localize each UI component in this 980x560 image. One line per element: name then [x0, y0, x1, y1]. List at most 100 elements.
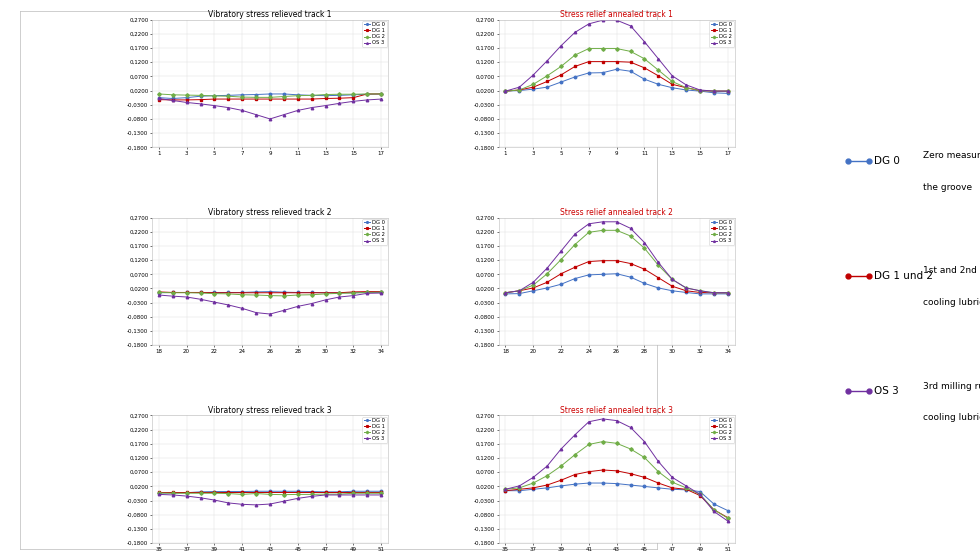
DG 1 [722, 290, 734, 296]
Line: OS 3: OS 3 [505, 418, 729, 522]
DG 2 [348, 290, 360, 296]
DG 1 [694, 87, 706, 94]
Line: OS 3: OS 3 [505, 19, 729, 92]
DG 0 [708, 291, 719, 297]
DG 1 [597, 466, 609, 473]
Legend: DG 0, DG 1, DG 2, OS 3: DG 0, DG 1, DG 2, OS 3 [710, 21, 734, 47]
DG 2 [611, 227, 622, 234]
DG 2 [292, 292, 304, 298]
DG 1 [195, 488, 207, 495]
DG 0 [639, 76, 651, 82]
DG 2 [195, 92, 207, 99]
DG 1 [569, 264, 581, 270]
Line: DG 0: DG 0 [505, 482, 729, 512]
DG 0 [167, 489, 178, 496]
DG 2 [167, 490, 178, 497]
DG 1 [292, 290, 304, 296]
Title: Stress relief annealed track 1: Stress relief annealed track 1 [561, 10, 673, 19]
Line: DG 1: DG 1 [505, 259, 729, 294]
OS 3 [611, 218, 622, 225]
OS 3 [624, 225, 636, 232]
DG 0 [209, 92, 221, 99]
DG 1 [541, 78, 553, 85]
OS 3 [180, 293, 192, 300]
DG 1 [180, 289, 192, 296]
DG 2 [611, 45, 622, 52]
DG 1 [722, 514, 734, 521]
DG 2 [694, 491, 706, 498]
OS 3 [639, 239, 651, 246]
OS 3 [722, 88, 734, 95]
DG 2 [180, 490, 192, 497]
DG 1 [514, 87, 525, 94]
OS 3 [583, 21, 595, 27]
DG 0 [375, 289, 387, 296]
DG 0 [333, 290, 345, 296]
Line: OS 3: OS 3 [158, 493, 382, 506]
DG 1 [292, 488, 304, 495]
DG 1 [250, 96, 262, 102]
DG 1 [639, 64, 651, 71]
DG 1 [375, 91, 387, 97]
DG 1 [319, 290, 331, 296]
DG 0 [153, 489, 165, 496]
DG 2 [500, 486, 512, 493]
DG 1 [583, 468, 595, 475]
OS 3 [541, 463, 553, 469]
Legend: DG 0, DG 1, DG 2, OS 3: DG 0, DG 1, DG 2, OS 3 [363, 21, 387, 47]
DG 2 [666, 479, 678, 486]
OS 3 [527, 72, 539, 78]
DG 1 [153, 288, 165, 295]
DG 0 [694, 291, 706, 297]
DG 2 [222, 490, 234, 497]
DG 1 [611, 58, 622, 65]
OS 3 [666, 276, 678, 283]
DG 0 [639, 483, 651, 490]
DG 0 [597, 480, 609, 487]
DG 1 [514, 486, 525, 493]
DG 2 [556, 63, 567, 70]
DG 2 [278, 93, 290, 100]
DG 1 [362, 488, 373, 495]
DG 1 [362, 288, 373, 295]
DG 2 [624, 446, 636, 452]
DG 0 [292, 289, 304, 296]
DG 1 [236, 290, 248, 296]
DG 2 [375, 490, 387, 497]
DG 1 [319, 488, 331, 495]
DG 2 [500, 88, 512, 95]
DG 1 [333, 95, 345, 101]
DG 0 [666, 85, 678, 91]
OS 3 [265, 115, 276, 122]
DG 1 [597, 258, 609, 264]
DG 0 [265, 488, 276, 494]
DG 2 [639, 55, 651, 62]
Line: DG 2: DG 2 [505, 440, 729, 520]
DG 1 [265, 96, 276, 102]
DG 1 [167, 96, 178, 103]
DG 1 [348, 488, 360, 495]
DG 0 [500, 88, 512, 95]
DG 1 [209, 290, 221, 296]
DG 1 [639, 474, 651, 480]
DG 2 [624, 232, 636, 239]
OS 3 [569, 431, 581, 438]
OS 3 [333, 100, 345, 106]
DG 0 [153, 290, 165, 296]
OS 3 [597, 416, 609, 422]
DG 2 [167, 290, 178, 296]
OS 3 [375, 96, 387, 102]
OS 3 [569, 29, 581, 36]
DG 0 [527, 86, 539, 92]
DG 1 [500, 88, 512, 95]
DG 0 [278, 488, 290, 494]
Line: DG 1: DG 1 [505, 60, 729, 92]
DG 0 [541, 484, 553, 491]
DG 1 [514, 287, 525, 294]
DG 1 [541, 279, 553, 286]
OS 3 [569, 231, 581, 237]
OS 3 [348, 98, 360, 105]
Line: OS 3: OS 3 [505, 221, 729, 294]
Line: DG 0: DG 0 [505, 68, 729, 95]
DG 0 [319, 92, 331, 99]
